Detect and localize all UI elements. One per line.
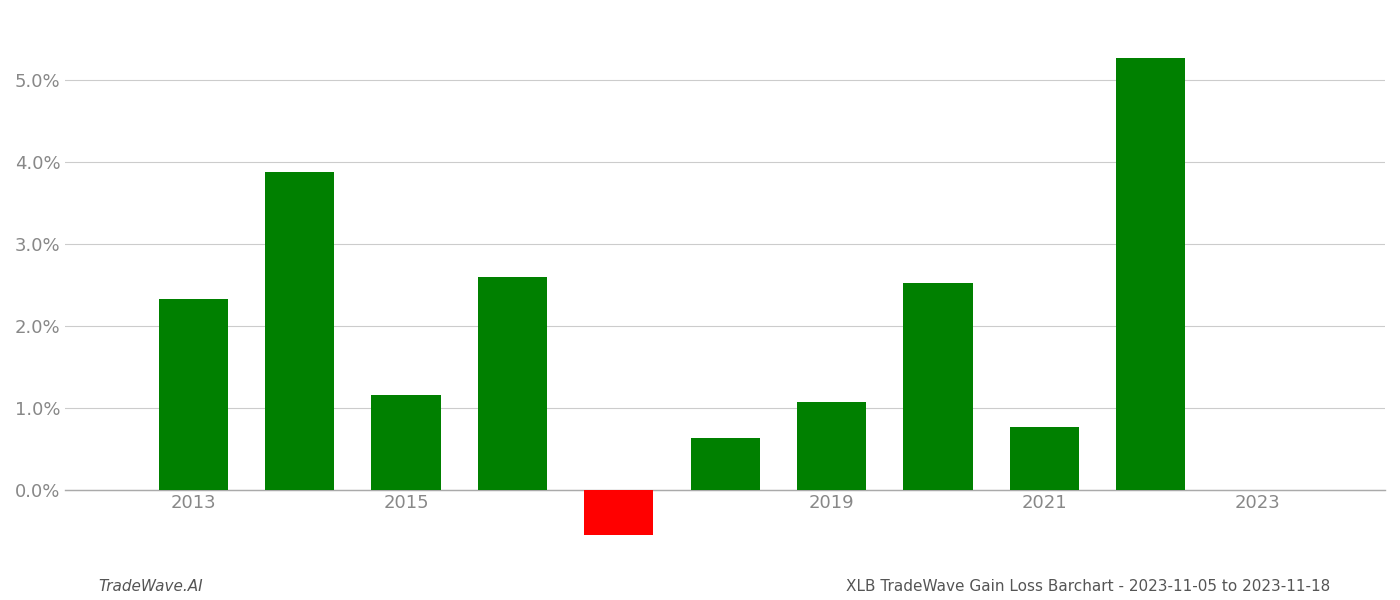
Bar [903,283,973,490]
Text: XLB TradeWave Gain Loss Barchart - 2023-11-05 to 2023-11-18: XLB TradeWave Gain Loss Barchart - 2023-… [846,579,1330,594]
Bar [477,277,547,490]
Bar [158,299,228,490]
Bar [1009,427,1079,490]
Text: TradeWave.AI: TradeWave.AI [98,579,203,594]
Bar [797,402,867,490]
Bar [265,172,335,490]
Bar [690,438,760,490]
Bar [584,490,654,535]
Bar [1116,58,1186,490]
Bar [371,395,441,490]
